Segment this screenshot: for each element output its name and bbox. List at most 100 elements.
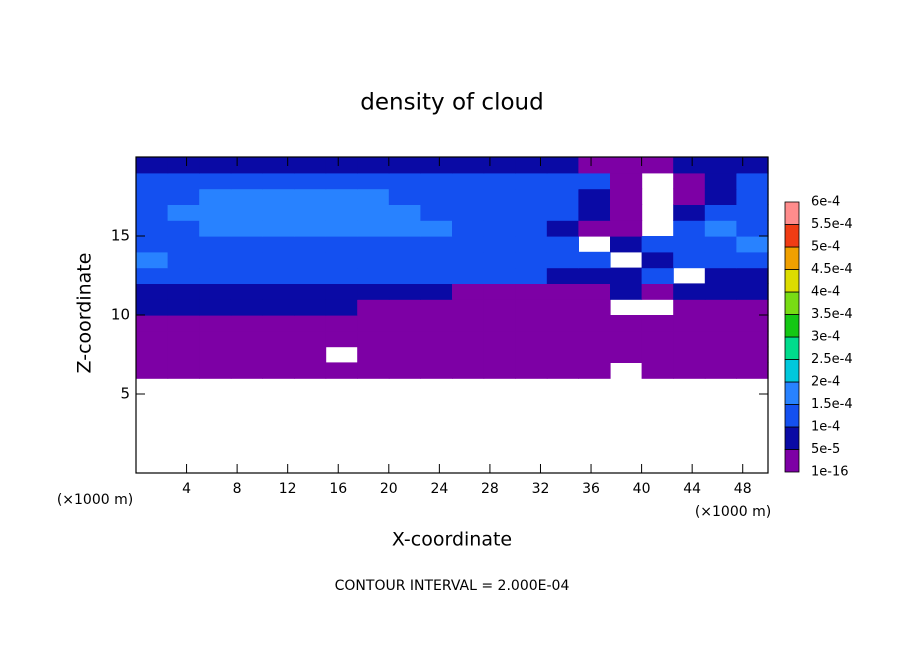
contour-cell [610,267,643,284]
contour-cell [136,157,169,174]
contour-cell [704,172,737,190]
contour-cell [483,267,516,284]
contour-cell [673,362,706,379]
contour-cell [515,157,548,174]
contour-cell [294,346,327,363]
contour-cell [736,157,769,174]
contour-cell [136,172,169,190]
contour-cell [325,267,358,284]
contour-cell [452,157,485,174]
contour-cell [294,299,327,316]
contour-cell [199,346,232,363]
contour-cell [136,362,169,379]
contour-cell [230,346,263,363]
contour-cell [325,330,358,348]
contour-cell [199,157,232,174]
contour-cell [262,283,295,300]
colorbar-box [784,201,800,225]
contour-cell [325,157,358,174]
contour-cell [167,267,200,284]
contour-cell [325,299,358,316]
contour-cell [546,299,579,316]
contour-cell [673,330,706,348]
contour-cell [704,157,737,174]
contour-cell [736,315,769,332]
contour-cell [452,330,485,348]
contour-cell [167,236,200,253]
contour-cell [420,236,453,253]
contour-cell [199,251,232,269]
contour-cell [578,362,611,379]
contour-cell [294,315,327,332]
contour-cell [736,267,769,284]
contour-cell [167,157,200,174]
contour-cell [610,236,643,253]
contour-cell [704,299,737,316]
contour-cell [136,346,169,363]
contour-cell [578,299,611,316]
colorbar-label: 2.5e-4 [811,352,853,367]
contour-cell [546,315,579,332]
contour-cell [325,283,358,300]
contour-cell [610,346,643,363]
y-tick-label: 10 [111,306,130,324]
contour-cell [420,283,453,300]
contour-cell [294,283,327,300]
contour-cell [420,315,453,332]
contour-cell [230,204,263,221]
contour-cell [452,220,485,237]
contour-cell [294,236,327,253]
contour-cell [388,172,421,190]
colorbar-label: 1e-16 [811,465,849,480]
contour-cell [262,330,295,348]
contour-cell [610,204,643,221]
contour-cell [357,346,390,363]
contour-cell [704,346,737,363]
contour-cell [230,267,263,284]
contour-cell [483,236,516,253]
contour-cell [452,236,485,253]
contour-cell [230,236,263,253]
x-tick-label: 8 [233,481,242,497]
contour-cell [546,220,579,237]
contour-cell [610,157,643,174]
contour-cell [357,330,390,348]
contour-cell [610,188,643,205]
contour-cell [357,267,390,284]
contour-cell [388,251,421,269]
contour-cell [167,346,200,363]
contour-cell [641,346,674,363]
contour-cell [262,299,295,316]
contour-cell [420,362,453,379]
colorbar-label: 3e-4 [811,330,840,345]
contour-cell [167,220,200,237]
contour-cell [420,188,453,205]
contour-cell [325,251,358,269]
contour-cell [136,299,169,316]
contour-cell [357,188,390,205]
x-tick-label: 24 [430,481,448,497]
contour-cell [199,283,232,300]
colorbar-box [784,314,800,338]
colorbar-box [784,336,800,360]
contour-cell [546,251,579,269]
contour-cell [673,172,706,190]
contour-cell [452,204,485,221]
contour-cell [420,204,453,221]
contour-cell [230,188,263,205]
contour-cell [199,267,232,284]
contour-cell [641,251,674,269]
colorbar-box [784,426,800,450]
contour-cell [325,362,358,379]
contour-cell [230,299,263,316]
contour-cell [641,315,674,332]
colorbar-label: 5.5e-4 [811,217,853,232]
contour-cell [704,362,737,379]
contour-cell [610,283,643,300]
contour-cell [736,330,769,348]
colorbar-label: 5e-4 [811,240,840,255]
contour-cell [167,188,200,205]
chart-title: density of cloud [360,90,543,116]
